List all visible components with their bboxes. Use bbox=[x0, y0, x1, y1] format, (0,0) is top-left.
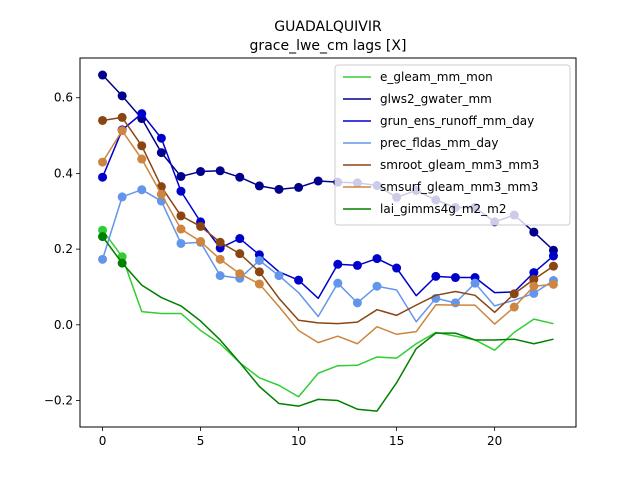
legend-label: smsurf_gleam_mm3_mm3 bbox=[380, 180, 538, 194]
data-point bbox=[254, 267, 264, 277]
data-point bbox=[196, 167, 206, 177]
series-line-6 bbox=[101, 236, 554, 412]
legend-label: prec_fldas_mm_day bbox=[380, 136, 499, 150]
data-point bbox=[156, 133, 166, 143]
axis-ticks: 0 5 10 15 20 −0.2 0.0 0.2 0.4 0.6 bbox=[44, 91, 502, 448]
legend-box bbox=[334, 64, 571, 226]
data-point bbox=[98, 115, 108, 125]
data-point bbox=[450, 273, 460, 283]
legend-label: grun_ens_runoff_mm_day bbox=[380, 114, 534, 128]
data-point bbox=[235, 234, 245, 244]
data-point bbox=[98, 232, 108, 242]
y-tick-label: 0.6 bbox=[54, 91, 73, 105]
data-point bbox=[137, 141, 147, 151]
data-point bbox=[313, 176, 323, 186]
data-point bbox=[235, 269, 245, 279]
data-point bbox=[176, 238, 186, 248]
data-point bbox=[137, 185, 147, 195]
data-point bbox=[235, 172, 245, 182]
x-tick-label: 20 bbox=[487, 434, 502, 448]
data-point bbox=[254, 181, 264, 191]
data-point bbox=[509, 289, 519, 299]
data-point bbox=[529, 274, 539, 284]
data-point bbox=[274, 271, 284, 281]
data-point bbox=[156, 189, 166, 199]
data-point bbox=[156, 148, 166, 158]
data-point bbox=[176, 171, 186, 181]
data-point bbox=[529, 227, 539, 237]
data-point bbox=[392, 263, 402, 273]
data-point bbox=[548, 279, 558, 289]
data-point bbox=[98, 254, 108, 264]
data-point bbox=[529, 281, 539, 291]
data-point bbox=[274, 184, 284, 194]
data-point bbox=[254, 279, 264, 289]
legend-label: lai_gimms4g_m2_m2 bbox=[380, 202, 507, 216]
data-point bbox=[117, 126, 127, 136]
data-point bbox=[333, 259, 343, 269]
y-tick-label: 0.4 bbox=[54, 166, 73, 180]
data-point bbox=[294, 182, 304, 192]
x-tick-label: 0 bbox=[99, 434, 107, 448]
chart-subtitle: grace_lwe_cm lags [X] bbox=[250, 38, 407, 54]
data-point bbox=[352, 260, 362, 270]
data-point bbox=[98, 172, 108, 182]
x-tick-label: 15 bbox=[389, 434, 404, 448]
legend-label: e_gleam_mm_mon bbox=[380, 70, 493, 84]
series-line-0 bbox=[101, 229, 554, 398]
data-point bbox=[215, 254, 225, 264]
data-point bbox=[117, 258, 127, 268]
data-point bbox=[470, 278, 480, 288]
data-point bbox=[98, 157, 108, 167]
legend: e_gleam_mm_mon glws2_gwater_mm grun_ens_ru… bbox=[334, 64, 571, 226]
y-tick-label: 0.2 bbox=[54, 242, 73, 256]
y-tick-label: −0.2 bbox=[44, 394, 73, 408]
series-line-3 bbox=[101, 188, 554, 323]
data-point bbox=[254, 255, 264, 265]
data-point bbox=[215, 271, 225, 281]
legend-label: smroot_gleam_mm3_mm3 bbox=[380, 158, 539, 172]
data-point bbox=[98, 70, 108, 80]
data-point bbox=[176, 224, 186, 234]
data-point bbox=[196, 237, 206, 247]
data-point bbox=[117, 112, 127, 122]
data-point bbox=[98, 225, 108, 235]
data-point bbox=[137, 109, 147, 119]
data-point bbox=[372, 254, 382, 264]
data-point bbox=[215, 166, 225, 176]
data-point bbox=[235, 249, 245, 259]
data-point bbox=[372, 281, 382, 291]
data-point bbox=[176, 211, 186, 221]
data-point bbox=[196, 221, 206, 231]
data-point bbox=[548, 251, 558, 261]
series-line-5 bbox=[101, 129, 554, 345]
data-point bbox=[294, 275, 304, 285]
x-tick-label: 5 bbox=[197, 434, 205, 448]
y-tick-label: 0.0 bbox=[54, 318, 73, 332]
legend-label: glws2_gwater_mm bbox=[380, 92, 492, 106]
data-point bbox=[352, 298, 362, 308]
data-point bbox=[509, 302, 519, 312]
data-point bbox=[529, 288, 539, 298]
x-tick-label: 10 bbox=[291, 434, 306, 448]
data-point bbox=[450, 298, 460, 308]
data-point bbox=[137, 154, 147, 164]
axes-frame bbox=[79, 57, 577, 428]
data-point bbox=[431, 271, 441, 281]
data-point bbox=[215, 237, 225, 247]
data-point bbox=[176, 186, 186, 196]
data-point bbox=[548, 261, 558, 271]
series-line-4 bbox=[102, 116, 554, 325]
chart-title: GUADALQUIVIR bbox=[274, 19, 382, 35]
data-point bbox=[117, 91, 127, 101]
data-point bbox=[333, 278, 343, 288]
data-point bbox=[117, 192, 127, 202]
data-point bbox=[529, 268, 539, 278]
